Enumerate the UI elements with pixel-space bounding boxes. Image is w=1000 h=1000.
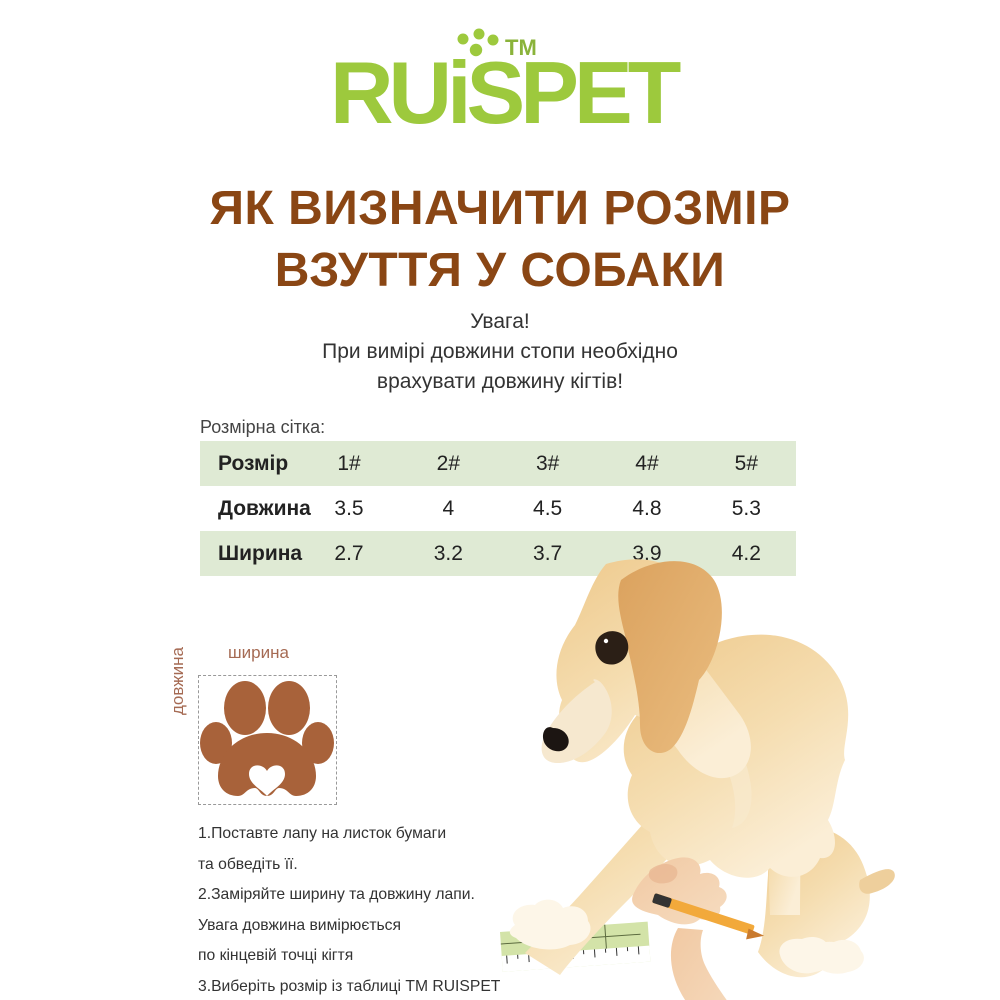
svg-text:RUiSPET: RUiSPET: [330, 43, 681, 140]
